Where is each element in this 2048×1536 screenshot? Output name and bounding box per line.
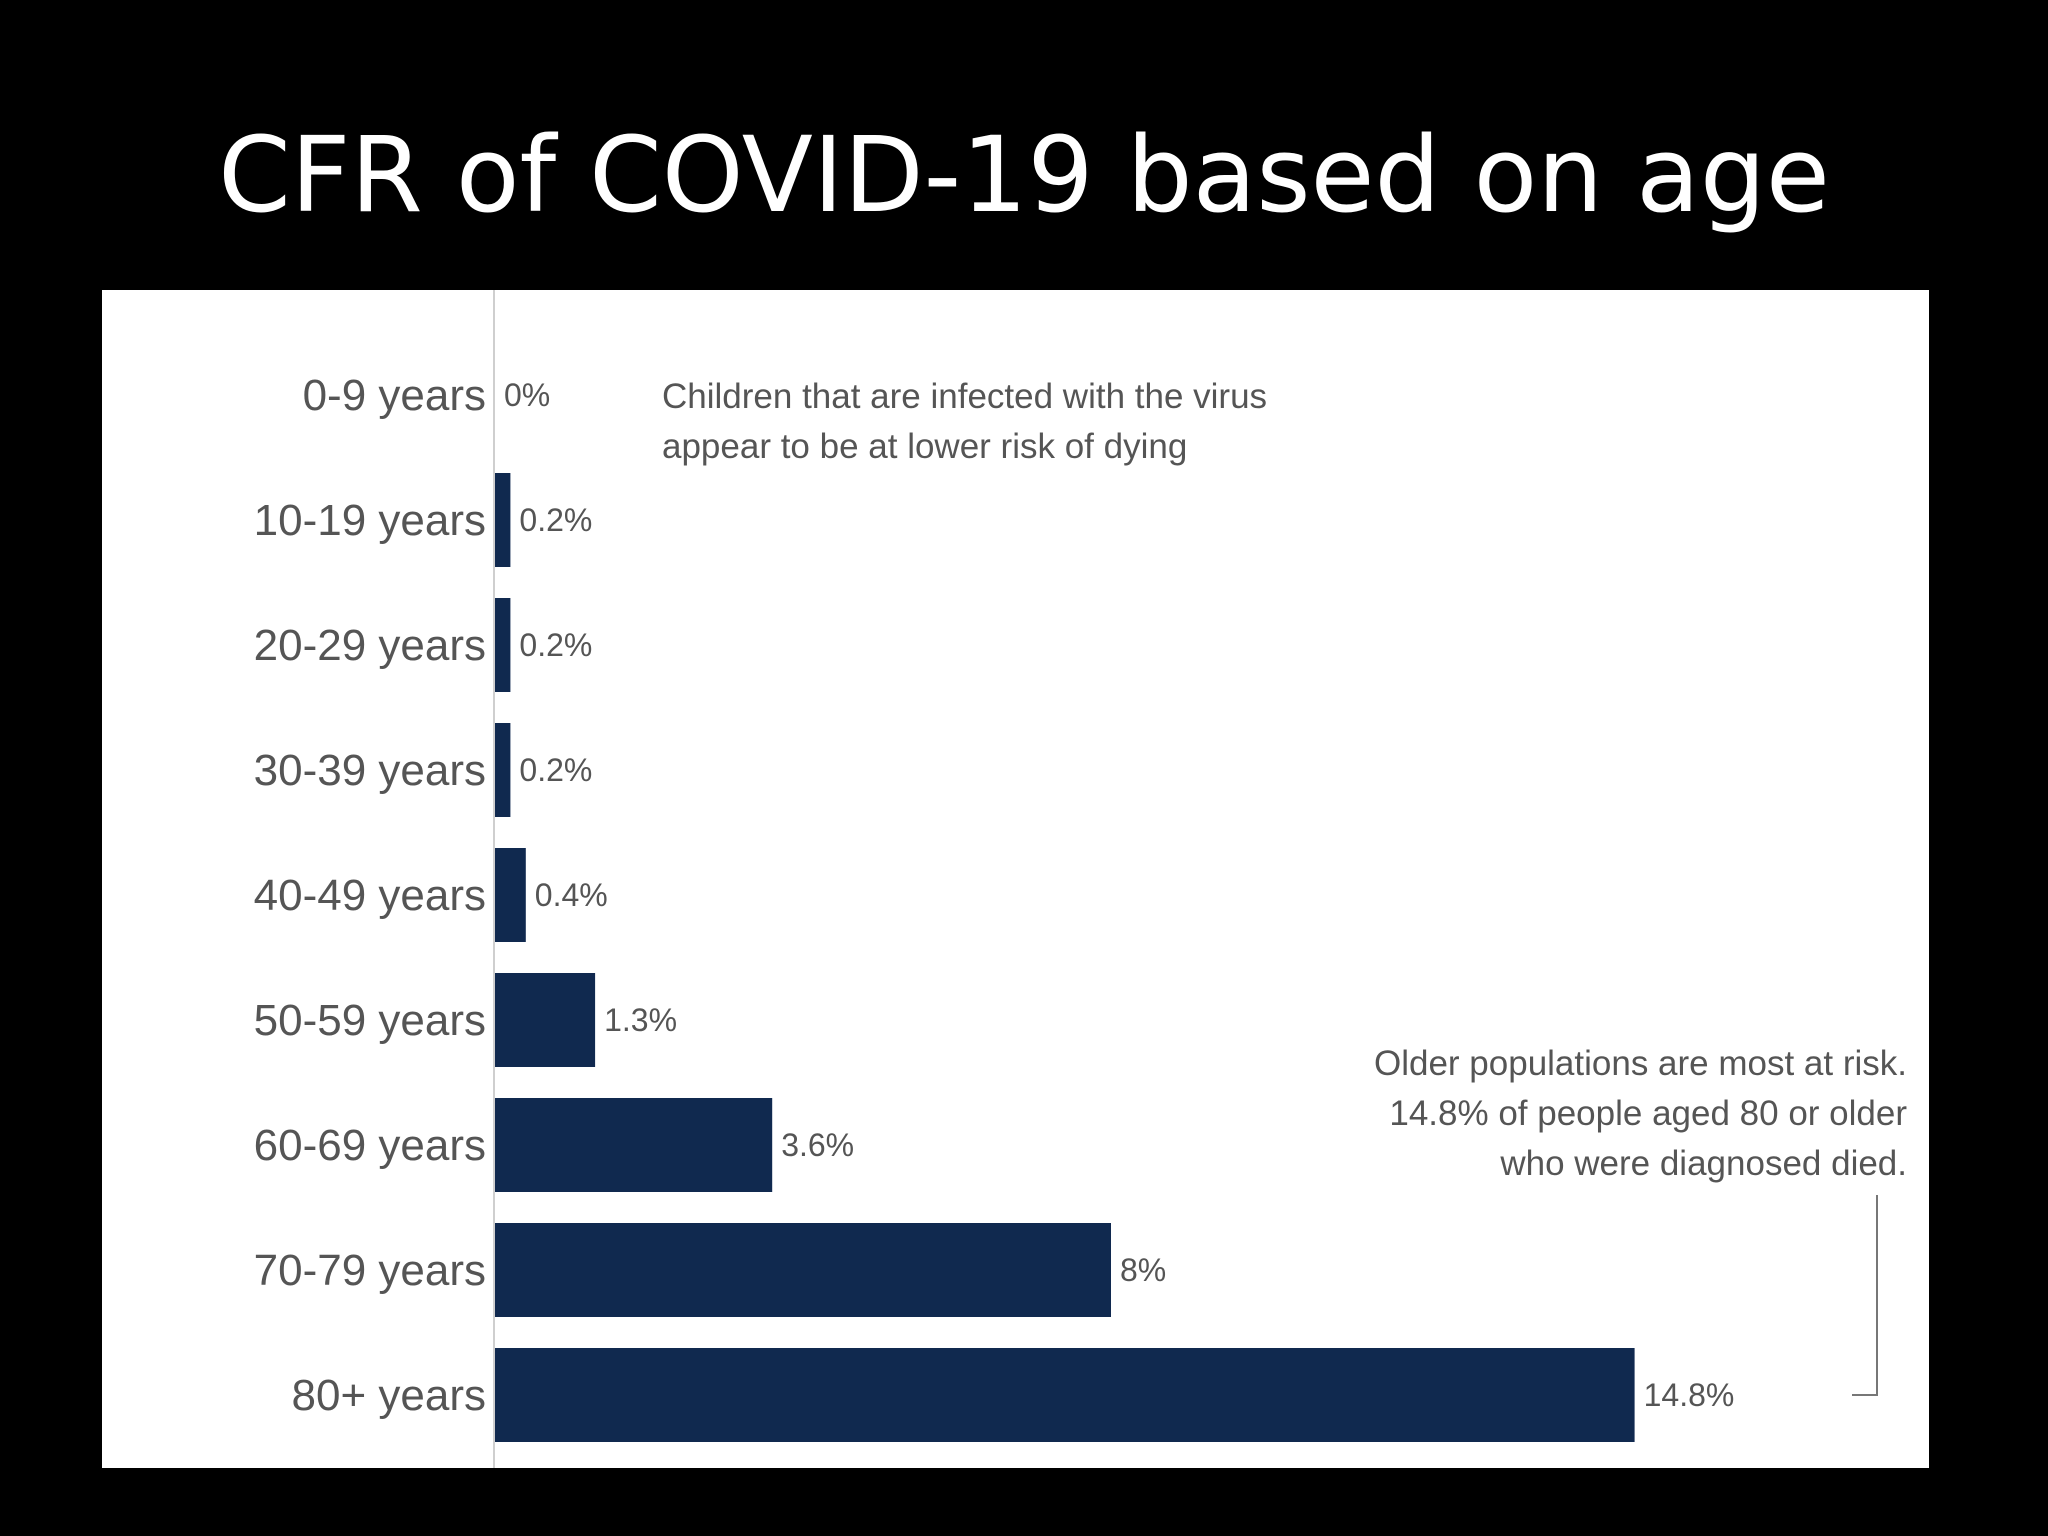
- value-label: 0.4%: [535, 877, 608, 913]
- bar: [495, 1348, 1635, 1442]
- category-label: 50-59 years: [254, 996, 486, 1045]
- bar: [495, 473, 511, 567]
- value-label: 0.2%: [519, 502, 592, 538]
- chart-panel: 0-9 years 0% 10-19 years 0.2% 20-29 years 0.2…: [102, 290, 1929, 1468]
- category-label: 40-49 years: [254, 871, 486, 920]
- bar: [495, 723, 511, 817]
- value-label: 0.2%: [519, 752, 592, 788]
- category-label: 30-39 years: [254, 746, 486, 795]
- annotations-group: Children that are infected with the viru…: [662, 377, 1907, 1396]
- bars-group: 0-9 years 0% 10-19 years 0.2% 20-29 years 0.2…: [254, 371, 1735, 1442]
- value-label: 14.8%: [1644, 1377, 1735, 1413]
- category-label: 0-9 years: [303, 371, 486, 420]
- value-label: 1.3%: [604, 1002, 677, 1038]
- category-label: 60-69 years: [254, 1121, 486, 1170]
- value-label: 0%: [504, 377, 550, 413]
- annotation-text: who were diagnosed died.: [1499, 1144, 1907, 1183]
- slide-title: CFR of COVID-19 based on age: [218, 114, 1830, 236]
- category-label: 70-79 years: [254, 1246, 486, 1295]
- bar: [495, 598, 511, 692]
- cfr-bar-chart: 0-9 years 0% 10-19 years 0.2% 20-29 years 0.2…: [254, 290, 1907, 1468]
- annotation-text: Children that are infected with the viru…: [662, 377, 1267, 416]
- bar: [495, 848, 526, 942]
- annotation-text: 14.8% of people aged 80 or older: [1389, 1094, 1907, 1133]
- annotation-text: Older populations are most at risk.: [1374, 1044, 1907, 1083]
- bar: [495, 973, 596, 1067]
- annotation-text: appear to be at lower risk of dying: [662, 427, 1187, 466]
- category-label: 20-29 years: [254, 621, 486, 670]
- value-label: 8%: [1120, 1252, 1166, 1288]
- value-label: 3.6%: [781, 1127, 854, 1163]
- bar: [495, 1098, 773, 1192]
- bar: [495, 1223, 1111, 1317]
- category-label: 10-19 years: [254, 496, 486, 545]
- annotation-leader-line: [1852, 1195, 1878, 1396]
- category-label: 80+ years: [292, 1371, 486, 1420]
- value-label: 0.2%: [519, 627, 592, 663]
